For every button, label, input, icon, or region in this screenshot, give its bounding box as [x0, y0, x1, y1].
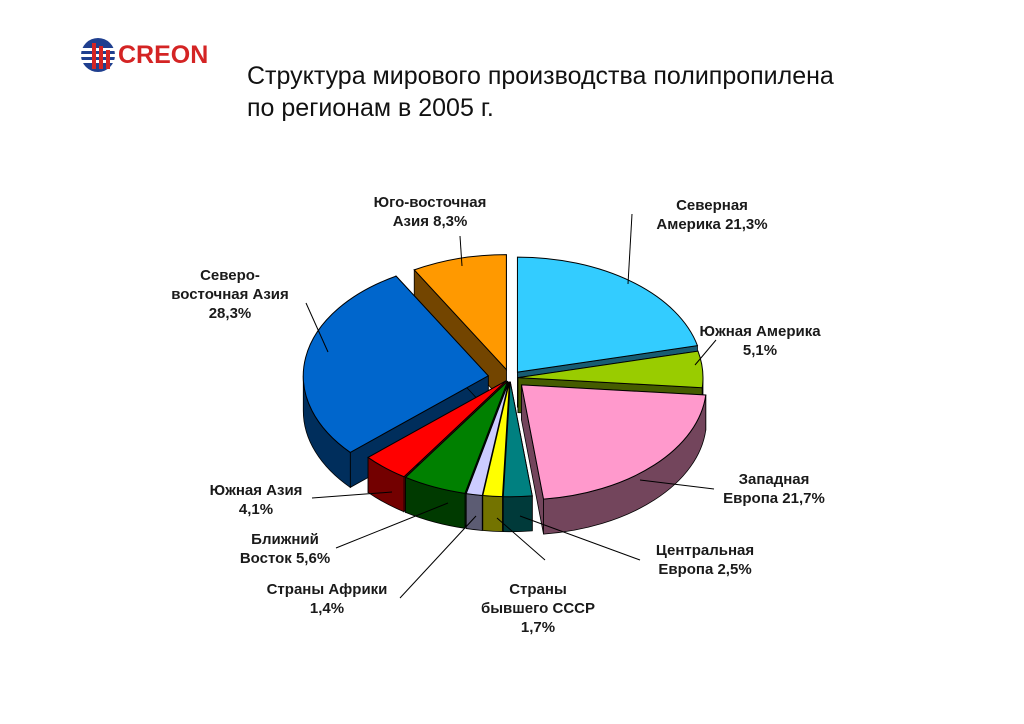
slice-label-line: Азия 8,3% [392, 213, 468, 230]
slice-label-northeast-asia: Северо-восточная Азия 28,3% [171, 266, 289, 323]
slice-label-south-america: Южная Америка 5,1% [699, 322, 820, 360]
pie-rim-former-ussr [482, 495, 503, 533]
slice-label-line: бывшего СССР [480, 600, 596, 617]
slice-label-line: Восток 5,6% [239, 550, 331, 567]
leader-line-northeast-asia [305, 302, 329, 353]
pie-slice-middle-east [404, 381, 509, 494]
slice-label-line: восточная Азия [171, 286, 289, 303]
slice-label-line: Северо- [200, 267, 260, 284]
slice-label-north-america: Северная Америка 21,3% [656, 196, 767, 234]
slice-label-line: 5,1% [742, 342, 778, 359]
leader-line-western-europe [639, 479, 715, 490]
pie-slice-central-europe [502, 381, 533, 498]
slice-label-middle-east: Ближний Восток 5,6% [240, 530, 330, 568]
pie-slice-south-asia [367, 380, 507, 478]
slice-label-line: Европа 2,5% [658, 561, 752, 578]
slice-label-line: Европа 21,7% [723, 490, 825, 507]
slice-label-line: 28,3% [208, 305, 252, 322]
logo-text: CREON [118, 41, 209, 69]
slice-label-line: Южная Азия [209, 482, 303, 499]
chart-title-line-2: по регионам в 2005 г. [247, 94, 494, 122]
slice-label-line: Страны [509, 581, 567, 598]
slice-label-former-ussr: Страны бывшего СССР 1,7% [481, 580, 595, 637]
slice-label-line: 4,1% [238, 501, 274, 518]
slice-label-line: Северная [676, 197, 748, 214]
creon-logo-icon [81, 38, 115, 72]
slice-label-line: 1,4% [309, 600, 345, 617]
slice-label-line: Америка 21,3% [656, 216, 768, 233]
slice-label-line: Западная [738, 471, 810, 488]
leader-line-former-ussr [496, 517, 546, 561]
leader-line-south-asia [311, 491, 393, 499]
slice-label-south-asia: Южная Азия 4,1% [210, 481, 303, 519]
slice-label-line: Южная Америка [699, 323, 821, 340]
pie-rim-central-europe [502, 495, 533, 533]
leader-line-middle-east [335, 502, 449, 549]
pie-slice-south-america [517, 350, 704, 389]
pie-slice-southeast-asia [413, 254, 507, 371]
slice-label-africa: Страны Африки 1,4% [267, 580, 388, 618]
pie-rim-africa [465, 493, 483, 531]
pie-slice-western-europe [520, 384, 707, 500]
slice-label-central-europe: Центральная Европа 2,5% [656, 541, 754, 579]
slice-label-line: Юго-восточная [373, 194, 487, 211]
slice-label-western-europe: Западная Европа 21,7% [723, 470, 825, 508]
chart-title-line-1: Структура мирового производства полипроп… [247, 62, 834, 90]
slice-label-line: Страны Африки [266, 581, 388, 598]
pie-slice-north-america [516, 256, 699, 373]
pie-top-layer [302, 254, 707, 500]
pie-slice-africa [465, 381, 510, 497]
chart-title: Структура мирового производства полипроп… [247, 60, 947, 124]
pie-slice-former-ussr [482, 381, 510, 498]
leader-line-southeast-asia [459, 235, 463, 267]
slice-label-line: Центральная [655, 542, 755, 559]
leader-line-africa [399, 515, 477, 599]
leader-line-south-america [694, 339, 717, 366]
slice-label-southeast-asia: Юго-восточная Азия 8,3% [374, 193, 487, 231]
leader-line-north-america [627, 213, 633, 285]
pie-slice-northeast-asia [302, 275, 490, 453]
leader-line-central-europe [519, 515, 641, 561]
slice-label-line: Ближний [251, 531, 319, 548]
leader-lines [305, 213, 717, 599]
slice-label-line: 1,7% [520, 619, 556, 636]
